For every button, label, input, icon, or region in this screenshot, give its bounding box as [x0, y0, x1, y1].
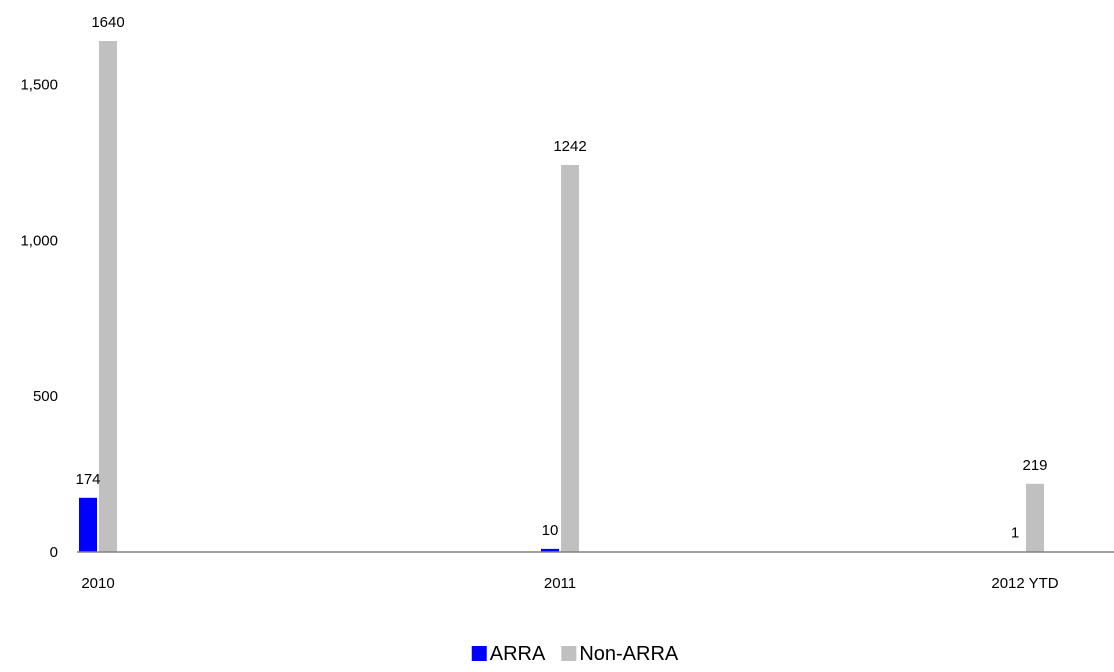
legend: ARRA Non-ARRA	[471, 643, 679, 665]
bar-data-label: 1	[1011, 525, 1019, 542]
x-axis-ticks: 2010 2011 2012 YTD	[81, 575, 1058, 592]
bar-data-labels: 174 1640 10 1242 1 219	[75, 14, 1047, 542]
legend-label: Non-ARRA	[579, 643, 679, 665]
bars	[79, 41, 1044, 552]
bar-data-label: 1242	[553, 138, 586, 155]
bar-data-label: 10	[542, 522, 559, 539]
x-tick-label: 2010	[81, 575, 114, 592]
bar-data-label: 219	[1022, 457, 1047, 474]
bar-non-arra-2010	[99, 41, 117, 552]
y-tick-label: 1,000	[20, 232, 58, 249]
bar-arra-2011	[541, 548, 559, 552]
x-tick-label: 2012 YTD	[991, 575, 1058, 592]
bar-non-arra-2011	[561, 165, 579, 552]
legend-swatch	[471, 646, 487, 661]
bar-arra-2010	[79, 497, 97, 552]
y-axis-ticks: 0 500 1,000 1,500	[20, 77, 58, 561]
legend-item-arra: ARRA	[471, 643, 546, 665]
y-tick-label: 1,500	[20, 77, 58, 94]
bar-non-arra-2012-ytd	[1026, 483, 1044, 552]
y-tick-label: 0	[50, 544, 58, 561]
x-tick-label: 2011	[544, 575, 576, 592]
bar-data-label: 174	[75, 471, 100, 488]
y-tick-label: 500	[33, 388, 58, 405]
legend-label: ARRA	[490, 643, 546, 665]
legend-item-non-arra: Non-ARRA	[561, 643, 679, 665]
bar-data-label: 1640	[91, 14, 124, 31]
legend-swatch	[561, 646, 577, 661]
